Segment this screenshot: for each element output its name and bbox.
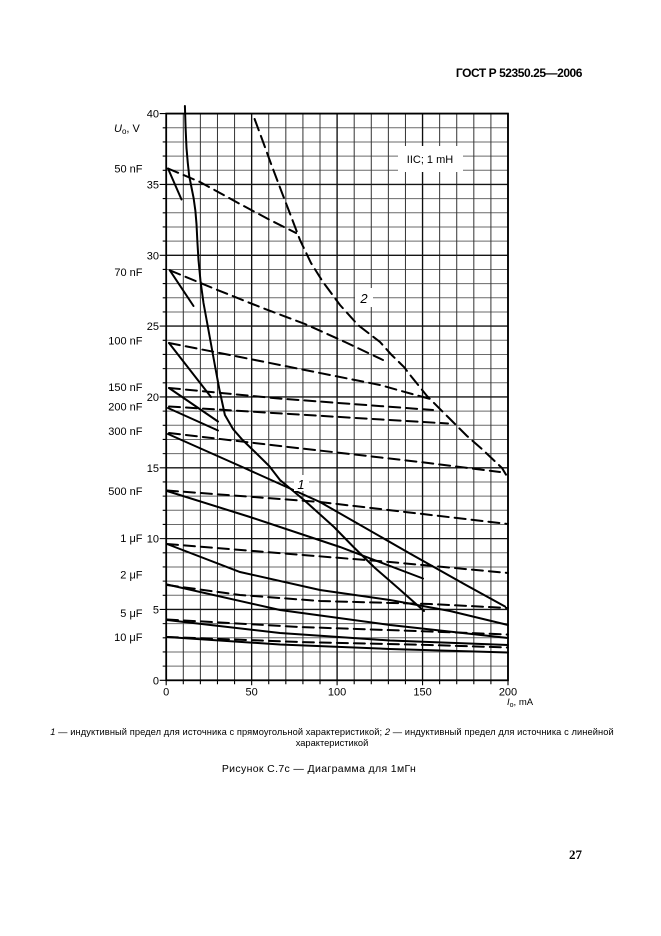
svg-text:Io, mA: Io, mA (507, 697, 534, 709)
svg-text:0: 0 (163, 687, 169, 699)
svg-text:10 μF: 10 μF (114, 632, 143, 644)
svg-text:2 μF: 2 μF (120, 569, 143, 581)
svg-text:50: 50 (245, 687, 257, 699)
svg-text:15: 15 (147, 463, 159, 475)
svg-text:Uo, V: Uo, V (114, 123, 141, 136)
svg-text:50 nF: 50 nF (114, 164, 142, 176)
svg-text:20: 20 (147, 392, 159, 404)
svg-text:25: 25 (147, 321, 159, 333)
svg-text:0: 0 (153, 675, 159, 687)
svg-text:IIC; 1 mH: IIC; 1 mH (407, 154, 454, 166)
svg-text:150 nF: 150 nF (108, 382, 143, 394)
svg-text:10: 10 (147, 534, 159, 546)
svg-text:70 nF: 70 nF (114, 267, 142, 279)
svg-text:2: 2 (359, 291, 368, 306)
svg-text:характеристикой: характеристикой (296, 738, 369, 748)
svg-text:30: 30 (147, 250, 159, 262)
svg-text:5 μF: 5 μF (120, 608, 143, 620)
svg-text:40: 40 (147, 109, 159, 121)
svg-text:200 nF: 200 nF (108, 401, 143, 413)
svg-text:150: 150 (413, 687, 431, 699)
svg-text:300 nF: 300 nF (108, 426, 143, 438)
svg-text:27: 27 (569, 847, 583, 862)
svg-text:1 — индуктивный предел для ист: 1 — индуктивный предел для источника с п… (50, 727, 614, 737)
svg-text:1: 1 (297, 477, 304, 492)
svg-text:100 nF: 100 nF (108, 335, 143, 347)
svg-text:5: 5 (153, 605, 159, 617)
svg-text:ГОСТ Р 52350.25—2006: ГОСТ Р 52350.25—2006 (456, 66, 583, 80)
svg-text:100: 100 (328, 687, 346, 699)
svg-text:500 nF: 500 nF (108, 486, 143, 498)
svg-text:200: 200 (499, 687, 517, 699)
svg-text:Рисунок С.7с — Диаграмма для 1: Рисунок С.7с — Диаграмма для 1мГн (222, 763, 416, 775)
svg-text:35: 35 (147, 179, 159, 191)
svg-text:1 μF: 1 μF (120, 533, 143, 545)
